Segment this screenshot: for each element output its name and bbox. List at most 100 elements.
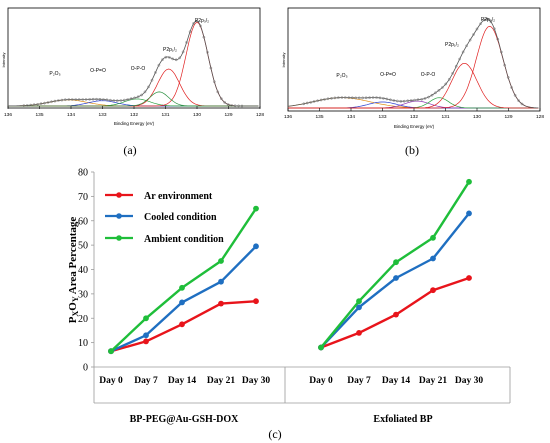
raw-data-point — [496, 37, 500, 41]
raw-data-point — [74, 98, 78, 101]
raw-data-point — [444, 82, 448, 86]
peak-label-p2p32-a: P2p₃/₂ — [195, 18, 209, 24]
legend-marker-cooled — [116, 213, 122, 219]
raw-data-point — [36, 102, 39, 106]
raw-data-point — [492, 27, 496, 31]
y-tick-label: 40 — [78, 265, 88, 276]
peak-label-opeqo-a: O-P=O — [90, 68, 106, 74]
x-tick-label: 128 — [536, 114, 544, 120]
x-tick-label: 135 — [315, 114, 323, 120]
data-point — [466, 275, 472, 281]
x-ticks-b: 136 135 134 133 132 131 130 129 128 — [284, 108, 544, 120]
raw-data-point — [420, 97, 423, 101]
data-point — [179, 284, 185, 291]
raw-data-point — [219, 97, 223, 100]
raw-data-point — [133, 96, 136, 100]
raw-data-point — [46, 101, 50, 104]
data-point — [430, 287, 436, 294]
raw-data-point — [39, 102, 43, 106]
x-tick-label: Day 7 — [347, 376, 371, 386]
raw-data-point — [392, 99, 396, 102]
raw-data-point — [503, 63, 507, 67]
group-label-exfoliated: Exfoliated BP — [373, 414, 432, 425]
raw-data-point — [202, 35, 206, 39]
raw-data-point — [174, 58, 178, 62]
y-tick-label: 80 — [78, 168, 88, 179]
raw-data-point — [143, 90, 147, 94]
y-tick-label: 70 — [78, 192, 88, 203]
x-ticks-a: 136 135 134 133 132 131 130 129 128 — [4, 106, 264, 118]
raw-data-point — [70, 98, 74, 101]
series-line — [110, 245, 257, 353]
x-tick-label: Day 0 — [309, 376, 333, 386]
raw-data-point — [350, 96, 354, 100]
raw-data-point — [382, 96, 385, 100]
raw-data-point — [416, 98, 420, 102]
raw-data-point — [32, 103, 36, 107]
raw-data-point — [357, 96, 361, 100]
envelope-fit — [7, 20, 259, 107]
x-tick-label: Day 7 — [134, 376, 158, 386]
raw-data-point — [67, 98, 71, 101]
line-chart-c: 0 10 20 30 40 50 60 70 80 Day 0 Day 7 Day 14 Day 21 D… — [67, 168, 511, 441]
raw-data-point — [309, 100, 313, 104]
raw-data-point — [157, 63, 161, 67]
raw-data-point — [489, 20, 493, 24]
raw-data-point — [427, 95, 430, 99]
data-point — [218, 258, 224, 264]
data-point — [466, 178, 472, 185]
raw-data-point — [520, 102, 524, 106]
data-point — [393, 259, 399, 266]
raw-data-point — [389, 98, 392, 102]
x-axis-label-a: Binding Energy (eV) — [114, 121, 155, 126]
raw-data-point — [212, 80, 216, 84]
peak-label-p2p12-a: P2p₁/₂ — [163, 47, 177, 53]
raw-data-point — [136, 95, 140, 99]
raw-data-point — [486, 17, 489, 21]
raw-data-point — [499, 50, 503, 54]
raw-data-point — [102, 98, 105, 101]
raw-data-point — [147, 85, 150, 89]
raw-data-point — [178, 56, 182, 60]
data-point — [318, 344, 324, 351]
x-tick-label: 136 — [284, 114, 292, 120]
raw-data-point — [119, 99, 123, 102]
raw-data-point — [185, 41, 188, 44]
legend-marker-ar — [116, 192, 122, 198]
raw-data-point — [199, 24, 202, 28]
raw-data-point — [423, 97, 427, 100]
data-point — [393, 311, 399, 318]
x-tick-label: 130 — [193, 112, 201, 118]
panel-label-b: (b) — [405, 143, 419, 157]
raw-data-point — [126, 98, 130, 101]
data-point — [430, 234, 436, 241]
raw-data-point — [409, 99, 413, 102]
raw-data-point — [385, 97, 389, 101]
raw-data-point — [57, 99, 60, 102]
raw-data-point — [468, 38, 472, 42]
raw-data-point — [171, 57, 175, 61]
raw-data-point — [109, 98, 112, 102]
peak-label-opo-a: O-P-O — [131, 66, 146, 72]
raw-data-point — [399, 99, 403, 103]
plot-frame-b — [287, 7, 541, 112]
raw-data-point — [129, 97, 133, 101]
raw-data-point — [216, 90, 220, 94]
series-c — [108, 178, 472, 355]
x-tick-label: 132 — [130, 112, 138, 118]
raw-data-point — [475, 27, 479, 31]
x-tick-label: 134 — [347, 114, 355, 120]
data-point — [356, 330, 362, 336]
raw-data-point — [378, 96, 382, 100]
group-label-bp-peg: BP-PEG@Au-GSH-DOX — [130, 414, 240, 425]
raw-data-point — [226, 103, 230, 106]
raw-data-point — [164, 55, 168, 59]
raw-data-point — [84, 98, 88, 101]
raw-data-point — [112, 99, 116, 102]
data-point — [143, 338, 149, 345]
raw-data-point — [430, 93, 434, 97]
raw-data-point — [375, 96, 378, 99]
raw-data-point — [343, 96, 347, 99]
raw-data-point — [461, 50, 465, 54]
